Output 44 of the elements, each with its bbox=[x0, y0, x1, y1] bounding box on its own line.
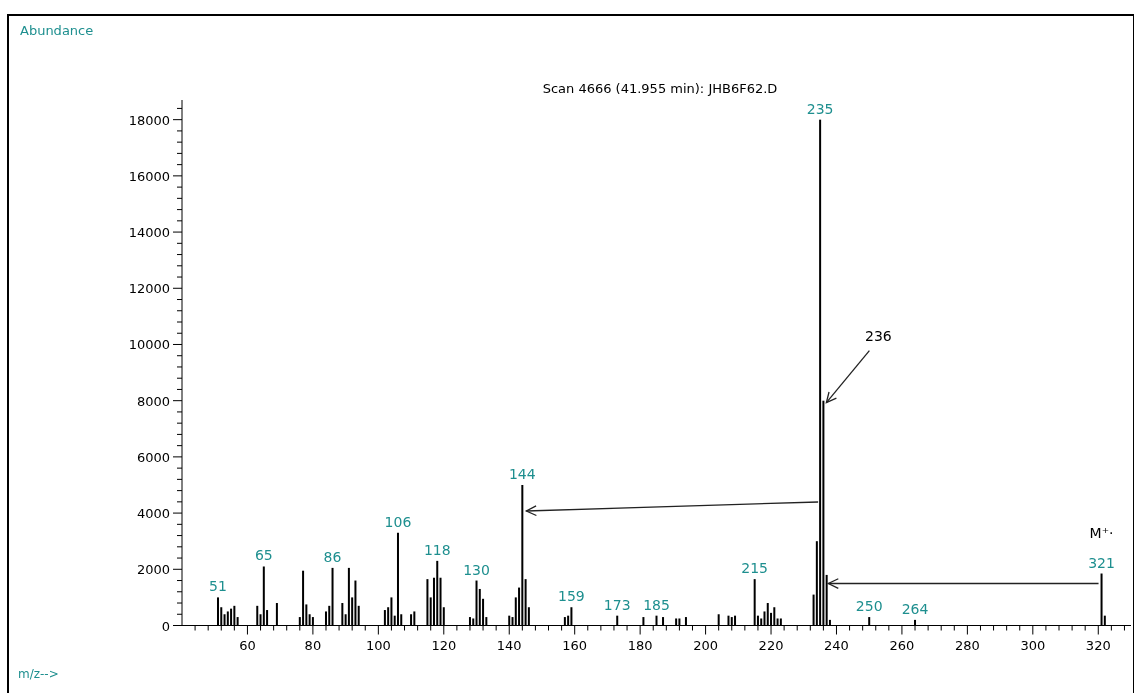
annotation: M⁺· bbox=[1089, 524, 1114, 541]
annotation: 236 bbox=[865, 327, 892, 344]
y-tick-label: 2000 bbox=[136, 562, 170, 578]
x-tick-label: 120 bbox=[431, 637, 457, 653]
annotation: 173 bbox=[603, 596, 631, 613]
chart-title: Scan 4666 (41.955 min): JHB6F62.D bbox=[542, 81, 778, 96]
annotation: 130 bbox=[463, 561, 490, 578]
x-tick-label: 80 bbox=[304, 637, 322, 653]
y-tick-label: 16000 bbox=[128, 168, 170, 184]
x-tick-label: 320 bbox=[1085, 637, 1111, 653]
y-tick-label: 4000 bbox=[136, 506, 170, 522]
annotation: 106 bbox=[384, 513, 412, 530]
y-tick-label: 8000 bbox=[136, 393, 170, 409]
y-tick-label: 0 bbox=[161, 618, 170, 634]
annotation: 250 bbox=[855, 598, 883, 615]
annotation: 118 bbox=[423, 541, 451, 558]
y-tick-label: 18000 bbox=[128, 112, 170, 128]
x-tick-label: 220 bbox=[758, 637, 784, 653]
x-tick-label: 160 bbox=[562, 637, 588, 653]
y-tick-label: 14000 bbox=[128, 225, 170, 241]
annotation: 235 bbox=[806, 100, 834, 117]
x-tick-label: 280 bbox=[954, 637, 980, 653]
annotation: 264 bbox=[901, 600, 929, 617]
annotation: 215 bbox=[741, 560, 769, 577]
x-tick-label: 100 bbox=[365, 637, 391, 653]
annotation: 51 bbox=[209, 578, 227, 595]
y-tick-label: 10000 bbox=[128, 337, 170, 353]
annotation: 65 bbox=[254, 547, 273, 564]
y-tick-label: 6000 bbox=[136, 449, 170, 465]
annotation: 86 bbox=[323, 548, 342, 565]
annotation: 321 bbox=[1088, 554, 1115, 571]
text: Abundance bbox=[20, 23, 94, 38]
x-tick-label: 200 bbox=[693, 637, 718, 653]
text: m/z--> bbox=[18, 667, 59, 681]
x-tick-label: 260 bbox=[889, 637, 915, 653]
annotation: 144 bbox=[508, 465, 536, 482]
y-tick-label: 12000 bbox=[128, 281, 170, 297]
x-tick-label: 240 bbox=[824, 637, 849, 653]
x-tick-label: 60 bbox=[239, 637, 256, 653]
x-tick-label: 140 bbox=[496, 637, 522, 653]
annotation: 159 bbox=[558, 588, 585, 605]
annotation: 185 bbox=[643, 596, 670, 613]
x-tick-label: 300 bbox=[1020, 637, 1046, 653]
x-tick-label: 180 bbox=[627, 637, 653, 653]
